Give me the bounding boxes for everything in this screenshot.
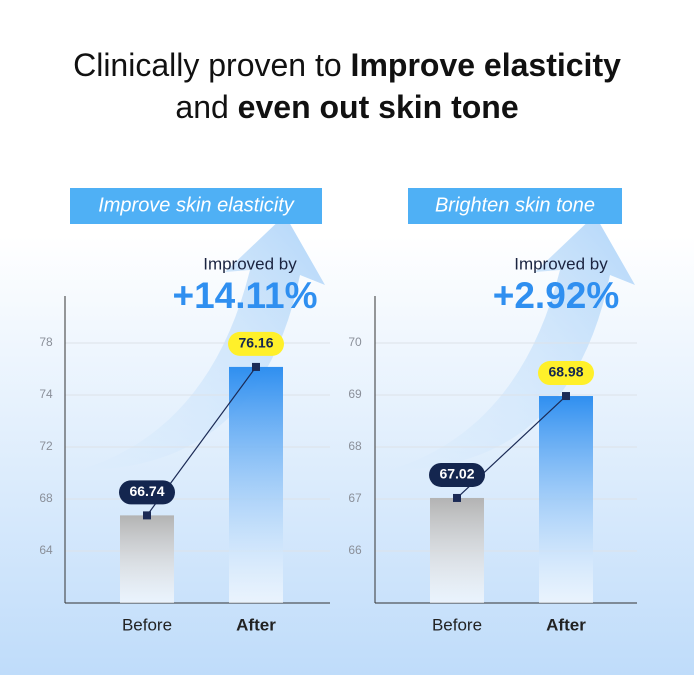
- bar: [120, 515, 174, 603]
- value-label: 76.16: [238, 335, 273, 351]
- x-tick-label: After: [236, 615, 276, 634]
- value-pill: [429, 462, 485, 487]
- deco-arrow: [390, 215, 635, 470]
- headline: and even out skin tone: [175, 89, 518, 125]
- y-tick-label: 68: [39, 491, 53, 505]
- y-tick-label: 68: [348, 439, 362, 453]
- value-label: 68.98: [548, 364, 583, 380]
- deco-arrow: [80, 215, 325, 470]
- point-marker: [252, 362, 260, 371]
- y-tick-label: 69: [348, 387, 362, 401]
- charts: Improve skin elasticity Improved by +14.11…: [39, 188, 637, 634]
- point-marker: [453, 493, 461, 502]
- y-tick-label: 64: [39, 543, 53, 557]
- point-marker: [143, 511, 151, 520]
- bar: [229, 366, 283, 603]
- x-tick-label: Before: [122, 615, 172, 634]
- y-tick-label: 78: [39, 335, 53, 349]
- annotation-value: +14.11%: [172, 275, 317, 316]
- x-tick-label: Before: [432, 615, 482, 634]
- point-marker: [562, 392, 570, 401]
- annotation: Improved by: [514, 254, 608, 273]
- value-pill: [228, 331, 284, 356]
- y-tick-label: 66: [348, 543, 362, 557]
- title-banner: [70, 188, 322, 224]
- x-tick-label: After: [546, 615, 586, 634]
- value-label: 67.02: [439, 466, 474, 482]
- chart-title: Brighten skin tone: [435, 194, 595, 216]
- bar: [539, 396, 593, 603]
- y-tick-label: 70: [348, 335, 362, 349]
- bar: [430, 497, 484, 603]
- y-tick-label: 67: [348, 491, 362, 505]
- chart-title: Improve skin elasticity: [98, 194, 295, 216]
- value-label: 66.74: [129, 483, 164, 499]
- y-tick-label: 72: [39, 439, 53, 453]
- annotation-value: +2.92%: [493, 275, 620, 316]
- annotation: Improved by: [203, 254, 297, 273]
- title-banner: [408, 188, 622, 224]
- y-tick-label: 74: [39, 387, 53, 401]
- headline: Clinically proven to Improve elasticity: [73, 47, 621, 83]
- value-pill: [119, 480, 175, 505]
- value-pill: [538, 361, 594, 386]
